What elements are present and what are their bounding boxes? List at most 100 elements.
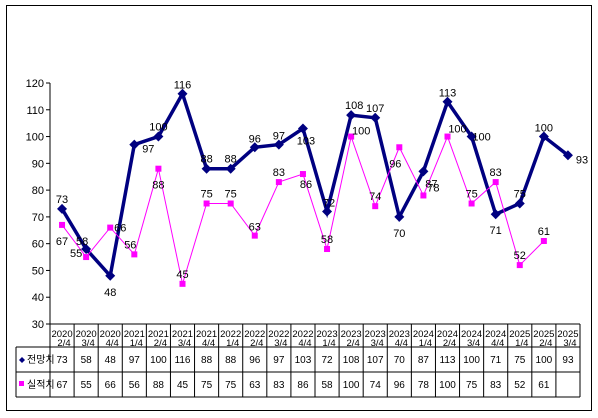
data-point <box>129 139 140 150</box>
x-tick-label-year: 2021 <box>148 329 169 340</box>
data-point <box>322 206 333 217</box>
x-tick-label-year: 2022 <box>268 329 289 340</box>
data-point <box>468 200 475 207</box>
data-label: 83 <box>273 167 285 179</box>
data-label: 88 <box>225 154 237 166</box>
data-label: 88 <box>152 180 164 192</box>
data-label: 100 <box>448 124 466 136</box>
table-cell-value: 45 <box>177 380 189 391</box>
data-label: 100 <box>535 123 553 135</box>
data-label: 58 <box>76 236 88 248</box>
table-cell-value: 78 <box>418 380 430 391</box>
x-tick-label-year: 2023 <box>365 329 386 340</box>
data-label: 88 <box>200 154 212 166</box>
y-tick-label: 30 <box>32 319 44 331</box>
data-point <box>297 123 308 134</box>
x-tick-label-year: 2022 <box>292 329 313 340</box>
x-tick-label-year: 2024 <box>485 329 506 340</box>
data-point <box>444 133 451 140</box>
x-tick-label-period: 2/4 <box>443 338 456 349</box>
x-tick-label-year: 2020 <box>51 329 72 340</box>
data-label: 75 <box>465 189 477 201</box>
x-tick-label-year: 2025 <box>557 329 578 340</box>
y-tick-label: 50 <box>32 265 44 277</box>
x-tick-label-period: 3/4 <box>178 338 191 349</box>
data-label: 75 <box>514 189 526 201</box>
table-cell-value: 75 <box>514 355 526 366</box>
data-label: 75 <box>200 189 212 201</box>
x-tick-label-year: 2022 <box>220 329 241 340</box>
table-cell-value: 73 <box>56 355 68 366</box>
table-cell-value: 88 <box>153 380 165 391</box>
x-tick-label-period: 3/4 <box>371 338 384 349</box>
x-tick-label-year: 2020 <box>76 329 97 340</box>
data-point <box>516 262 523 269</box>
data-point <box>225 163 236 174</box>
x-tick-label-period: 1/4 <box>419 338 432 349</box>
data-label: 78 <box>427 182 439 194</box>
y-tick-label: 60 <box>32 239 44 251</box>
data-label: 93 <box>576 154 588 166</box>
data-point <box>227 200 234 207</box>
data-label: 107 <box>366 103 384 115</box>
data-point <box>418 166 429 177</box>
table-cell-value: 96 <box>394 380 406 391</box>
data-label: 58 <box>321 234 333 246</box>
data-point <box>81 244 92 255</box>
x-tick-label-period: 3/4 <box>563 338 576 349</box>
table-cell-value: 55 <box>81 380 93 391</box>
table-cell-value: 83 <box>490 380 502 391</box>
data-label: 97 <box>142 144 154 156</box>
data-point <box>394 211 405 222</box>
data-label: 97 <box>273 131 285 143</box>
legend-key-marker <box>19 357 25 363</box>
data-label: 75 <box>225 189 237 201</box>
data-label: 100 <box>472 132 490 144</box>
x-tick-label-period: 1/4 <box>130 338 143 349</box>
y-tick-label: 120 <box>26 78 44 90</box>
x-tick-label-period: 2/4 <box>57 338 70 349</box>
table-cell-value: 75 <box>466 380 478 391</box>
legend-key-marker <box>19 381 24 386</box>
data-label: 73 <box>56 194 68 206</box>
table-cell-value: 66 <box>105 380 117 391</box>
table-cell-value: 100 <box>343 380 360 391</box>
x-tick-label-year: 2023 <box>341 329 362 340</box>
data-point <box>372 203 379 210</box>
table-cell-value: 113 <box>440 355 456 366</box>
x-tick-label-period: 4/4 <box>106 338 119 349</box>
x-tick-label-year: 2024 <box>437 329 458 340</box>
x-tick-label-year: 2020 <box>100 329 121 340</box>
data-point <box>179 280 186 287</box>
data-point <box>153 131 164 142</box>
line-chart: 3040506070809010011012020202/420203/4202… <box>15 78 588 398</box>
x-tick-label-year: 2022 <box>244 329 265 340</box>
table-cell-value: 61 <box>538 380 550 391</box>
table-cell-value: 48 <box>105 355 117 366</box>
x-tick-label-period: 4/4 <box>298 338 311 349</box>
x-tick-label-period: 2/4 <box>347 338 360 349</box>
data-label: 116 <box>174 80 192 92</box>
data-label: 96 <box>389 158 401 170</box>
table-cell-value: 96 <box>249 355 261 366</box>
x-tick-label-period: 1/4 <box>226 338 239 349</box>
x-tick-label-period: 2/4 <box>154 338 167 349</box>
data-label: 108 <box>345 100 363 112</box>
x-tick-label-period: 4/4 <box>491 338 504 349</box>
x-tick-label-period: 3/4 <box>274 338 287 349</box>
x-tick-label-period: 2/4 <box>250 338 263 349</box>
data-point <box>442 96 453 107</box>
table-cell-value: 100 <box>150 355 167 366</box>
data-point <box>466 131 477 142</box>
data-label: 113 <box>439 88 457 100</box>
y-tick-label: 40 <box>32 292 44 304</box>
table-cell-value: 108 <box>343 355 360 366</box>
data-point <box>83 254 90 261</box>
data-point <box>59 221 66 228</box>
table-cell-value: 83 <box>273 380 285 391</box>
data-label: 87 <box>425 178 437 190</box>
data-label: 74 <box>369 191 381 203</box>
table-series-name: 전망치 <box>27 354 55 366</box>
data-point <box>177 88 188 99</box>
table-cell-value: 56 <box>129 380 141 391</box>
